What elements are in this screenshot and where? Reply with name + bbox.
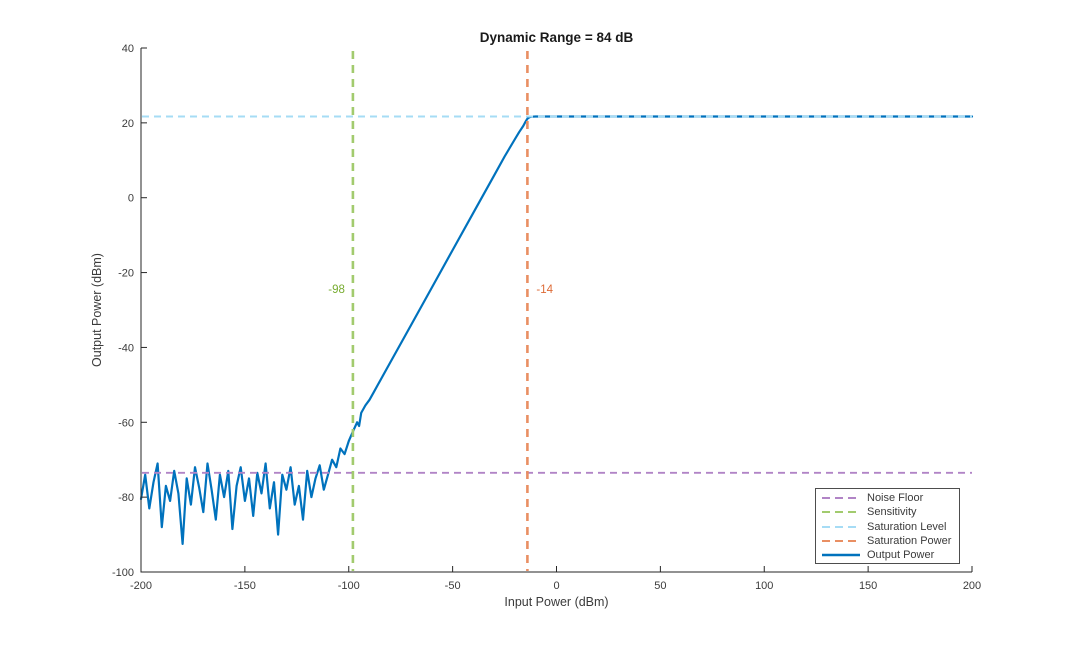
y-tick-label: -60: [118, 417, 134, 429]
x-tick-label: 50: [654, 580, 666, 592]
saturation-power-annotation: -14: [536, 284, 554, 297]
y-tick-label: -20: [118, 268, 134, 280]
legend-line-sample: [822, 525, 860, 528]
legend-item-saturation-power: Saturation Power: [816, 534, 959, 548]
sensitivity-annotation: -98: [328, 284, 345, 297]
y-axis-label: Output Power (dBm): [90, 253, 104, 367]
y-tick-label: 0: [128, 193, 134, 205]
legend-line-sample: [822, 540, 860, 543]
legend-line-sample: [822, 497, 860, 500]
legend-item-saturation-level: Saturation Level: [816, 520, 959, 534]
legend-rows: Noise Floor Sensitivity Saturation Level Sa…: [816, 491, 959, 562]
x-tick-label: -100: [338, 580, 360, 592]
y-tick-label: -40: [118, 342, 134, 354]
y-tick-label: -100: [112, 567, 134, 579]
y-tick-label: 20: [122, 118, 134, 130]
legend-item-output-power: Output Power: [816, 548, 959, 562]
legend-label: Sensitivity: [867, 506, 917, 519]
x-axis-label: Input Power (dBm): [504, 595, 609, 609]
x-tick-label: 200: [963, 580, 981, 592]
x-tick-label: 150: [859, 580, 877, 592]
x-tick-label: -200: [130, 580, 152, 592]
legend-item-noise-floor: Noise Floor: [816, 491, 959, 505]
legend-label: Noise Floor: [867, 492, 924, 505]
series-output-power: [139, 115, 974, 546]
x-tick-label: 100: [755, 580, 773, 592]
legend: Noise Floor Sensitivity Saturation Level Sa…: [815, 488, 960, 564]
x-tick-label: -50: [445, 580, 461, 592]
y-tick-label: 40: [122, 43, 134, 55]
legend-line-sample: [822, 554, 860, 557]
x-tick-label: 0: [553, 580, 559, 592]
chart-title: Dynamic Range = 84 dB: [479, 30, 634, 45]
legend-label: Saturation Level: [867, 520, 947, 533]
legend-label: Output Power: [867, 549, 935, 562]
legend-line-sample: [822, 511, 860, 514]
legend-item-sensitivity: Sensitivity: [816, 505, 959, 519]
legend-label: Saturation Power: [867, 535, 952, 548]
x-tick-label: -150: [234, 580, 256, 592]
y-tick-label: -80: [118, 492, 134, 504]
